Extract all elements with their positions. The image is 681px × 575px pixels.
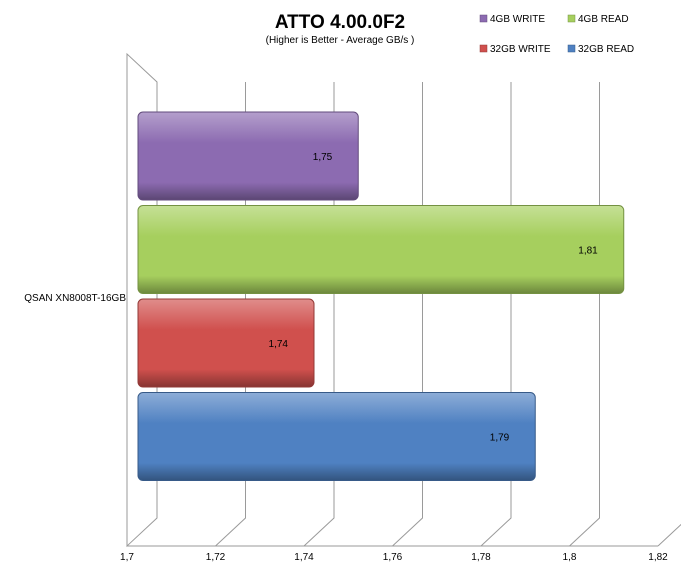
legend-label: 32GB READ (578, 44, 634, 55)
legend-item-4gb-read: 4GB READ (567, 14, 629, 25)
legend-swatch (567, 44, 576, 53)
tick-labels: 1,7 1,72 1,74 1,76 1,78 1,8 1,82 (120, 552, 668, 563)
bar-4gb-read (137, 205, 625, 294)
x-tick-label: 1,72 (206, 552, 226, 563)
bar-4gb-write (137, 111, 359, 201)
legend-label: 4GB READ (578, 14, 629, 25)
legend-swatch (479, 14, 488, 23)
x-tick-label: 1,7 (120, 552, 134, 563)
data-label: 1,79 (490, 433, 510, 444)
data-label: 1,81 (578, 246, 598, 257)
x-tick-label: 1,76 (383, 552, 403, 563)
legend-item-4gb-write: 4GB WRITE (479, 14, 545, 25)
legend-item-32gb-write: 32GB WRITE (479, 44, 551, 55)
category-labels: QSAN XN8008T-16GB (24, 293, 126, 304)
chart-subtitle: (Higher is Better - Average GB/s ) (266, 35, 415, 46)
bars-layer: 1,75 1,81 1,74 1,79 (137, 111, 625, 481)
data-label: 1,74 (269, 339, 289, 350)
category-label: QSAN XN8008T-16GB (24, 293, 126, 304)
chart-title: ATTO 4.00.0F2 (275, 12, 405, 33)
bar-32gb-write (137, 298, 315, 388)
bar-32gb-read (137, 392, 536, 481)
x-tick-label: 1,82 (648, 552, 668, 563)
x-tick-label: 1,78 (471, 552, 491, 563)
x-tick-label: 1,74 (294, 552, 314, 563)
grid-layer (126, 52, 681, 548)
legend-label: 4GB WRITE (490, 14, 545, 25)
legend: 4GB WRITE 4GB READ 32GB WRITE 32GB READ (479, 14, 634, 55)
side-wall (126, 52, 158, 548)
legend-swatch (479, 44, 488, 53)
x-tick-label: 1,8 (563, 552, 577, 563)
gridline (657, 523, 681, 547)
data-label: 1,75 (313, 152, 333, 163)
legend-item-32gb-read: 32GB READ (567, 44, 634, 55)
legend-label: 32GB WRITE (490, 44, 551, 55)
gridline (569, 82, 600, 547)
legend-swatch (567, 14, 576, 23)
